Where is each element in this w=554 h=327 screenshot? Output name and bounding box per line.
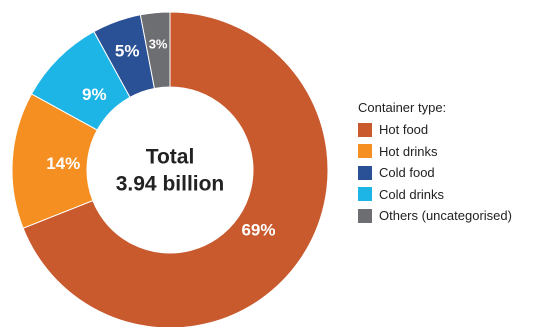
legend-swatch-others-uncategorised <box>358 208 372 223</box>
legend-item-hot-drinks: Hot drinks <box>358 141 512 163</box>
legend-label-hot-drinks: Hot drinks <box>379 143 438 159</box>
center-label-value: 3.94 billion <box>116 173 225 196</box>
slice-label-hot-drinks: 14% <box>46 154 80 173</box>
legend-item-hot-food: Hot food <box>358 119 512 141</box>
slice-label-others-uncategorised: 3% <box>149 37 168 52</box>
slice-label-hot-food: 69% <box>241 221 275 240</box>
slice-label-cold-drinks: 9% <box>82 85 107 104</box>
legend-item-others-uncategorised: Others (uncategorised) <box>358 205 512 227</box>
legend-label-cold-drinks: Cold drinks <box>379 186 445 202</box>
legend-item-cold-food: Cold food <box>358 162 512 184</box>
slice-hot-food <box>22 11 329 327</box>
slice-label-cold-food: 5% <box>115 41 140 60</box>
legend-title: Container type: <box>358 100 447 115</box>
legend-swatch-hot-food <box>358 122 372 137</box>
legend-swatch-cold-food <box>358 165 372 180</box>
legend-item-cold-drinks: Cold drinks <box>358 184 512 206</box>
legend: Container type: Hot food Hot drinks Cold f… <box>358 100 512 227</box>
legend-items: Hot food Hot drinks Cold food Cold drinks Ot… <box>358 119 512 227</box>
legend-label-others-uncategorised: Others (uncategorised) <box>379 208 512 224</box>
legend-swatch-cold-drinks <box>358 187 372 202</box>
legend-label-cold-food: Cold food <box>379 165 435 181</box>
center-label-title: Total <box>146 146 195 169</box>
legend-label-hot-food: Hot food <box>379 122 429 138</box>
slice-others-uncategorised <box>139 11 171 90</box>
legend-swatch-hot-drinks <box>358 144 372 159</box>
donut-chart: 69% 14% 9% 5% 3% Total 3.94 billion <box>11 11 329 327</box>
